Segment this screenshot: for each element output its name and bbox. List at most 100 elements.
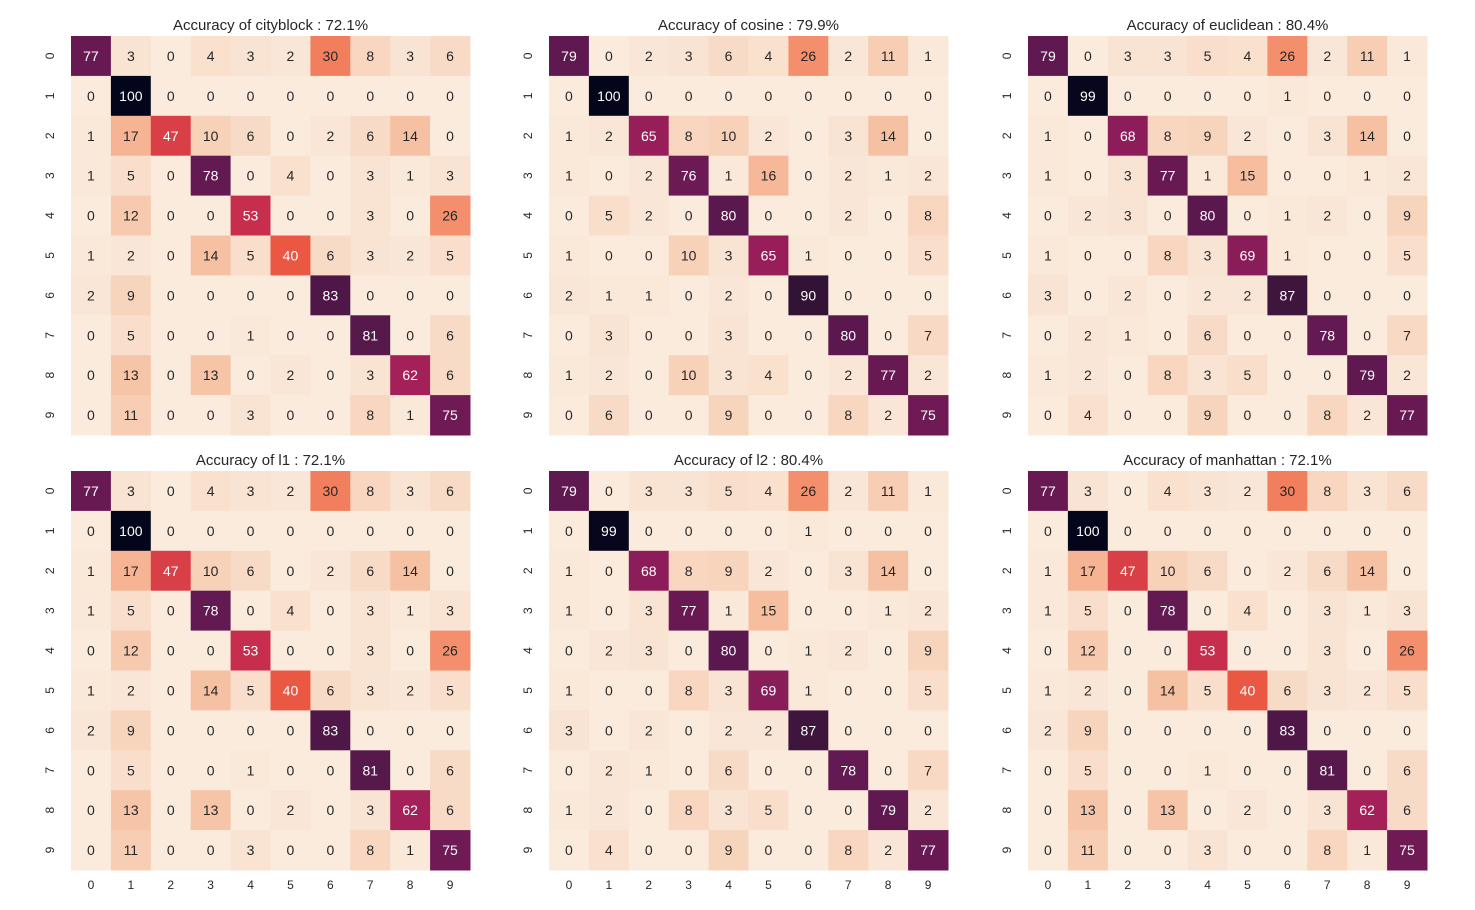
- cell-value-label: 0: [605, 168, 613, 184]
- heatmap-cell: [868, 395, 909, 436]
- cell-value-label: 1: [1204, 762, 1212, 778]
- cell-value-label: 0: [167, 287, 175, 303]
- heatmap-cell: [390, 115, 431, 157]
- cell-value-label: 3: [1204, 367, 1212, 383]
- cell-value-label: 40: [283, 247, 299, 263]
- heatmap-cell: [350, 550, 391, 592]
- cell-value-label: 1: [565, 128, 573, 144]
- heatmap-cell: [788, 750, 829, 791]
- cell-value-label: 26: [801, 483, 817, 499]
- cell-value-label: 78: [203, 603, 219, 619]
- heatmap-cell: [868, 670, 909, 711]
- y-tick-label: 3: [1000, 607, 1014, 614]
- cell-value-label: 5: [1244, 367, 1252, 383]
- heatmap-cell: [430, 36, 471, 77]
- heatmap-cell: [828, 510, 869, 552]
- heatmap-cell: [1028, 315, 1069, 356]
- cell-value-label: 0: [645, 367, 653, 383]
- cell-value-label: 6: [1403, 762, 1411, 778]
- cell-value-label: 4: [1244, 603, 1252, 619]
- cell-value-label: 2: [844, 367, 852, 383]
- cell-value-label: 0: [844, 802, 852, 818]
- cell-value-label: 1: [565, 563, 573, 579]
- cell-value-label: 0: [1084, 168, 1092, 184]
- heatmap-cell: [1107, 315, 1149, 356]
- heatmap-cell: [1307, 395, 1348, 436]
- heatmap-cell: [868, 590, 909, 632]
- heatmap-cell: [1347, 710, 1388, 751]
- cell-value-label: 3: [844, 128, 852, 144]
- x-tick-label: 7: [1324, 878, 1331, 892]
- heatmap-panel-1: Accuracy of cosine : 79.9%79 0 2 3 6 4 26 2 11 10…: [521, 17, 949, 436]
- cell-value-label: 17: [123, 563, 139, 579]
- heatmap-cell: [150, 315, 192, 356]
- cell-value-label: 0: [1124, 722, 1132, 738]
- cell-value-label: 4: [207, 483, 215, 499]
- heatmap-cell: [350, 710, 391, 751]
- cell-value-label: 81: [1319, 762, 1335, 778]
- heatmap-cell: [350, 590, 391, 632]
- cell-value-label: 0: [605, 682, 613, 698]
- heatmap-cell: [350, 630, 391, 671]
- cell-value-label: 81: [362, 327, 378, 343]
- heatmap-cell: [310, 355, 351, 396]
- heatmap-cell: [1267, 235, 1308, 276]
- heatmap-cell: [310, 155, 351, 197]
- x-tick-label: 3: [1164, 878, 1171, 892]
- cell-value-label: 77: [920, 842, 936, 858]
- cell-value-label: 0: [884, 722, 892, 738]
- heatmap-cell: [788, 670, 829, 711]
- cell-value-label: 47: [163, 563, 179, 579]
- cell-value-label: 2: [645, 208, 653, 224]
- cell-value-label: 0: [1124, 407, 1132, 423]
- y-tick-label: 3: [43, 172, 57, 179]
- heatmap-cell: [588, 355, 630, 396]
- heatmap-cell: [1187, 830, 1228, 871]
- heatmap-cell: [430, 355, 471, 396]
- heatmap-cell: [1028, 830, 1069, 871]
- cell-value-label: 0: [1044, 407, 1052, 423]
- cell-value-label: 2: [326, 563, 334, 579]
- cell-value-label: 0: [685, 842, 693, 858]
- heatmap-cell: [1067, 510, 1109, 552]
- cell-value-label: 2: [1363, 407, 1371, 423]
- heatmap-cell: [828, 670, 869, 711]
- cell-value-label: 2: [1204, 287, 1212, 303]
- cell-value-label: 1: [87, 168, 95, 184]
- cell-value-label: 0: [167, 523, 175, 539]
- cell-value-label: 2: [406, 247, 414, 263]
- cell-value-label: 75: [920, 407, 936, 423]
- x-tick-label: 5: [765, 878, 772, 892]
- heatmap-cell: [788, 275, 829, 316]
- cell-value-label: 0: [804, 603, 812, 619]
- cell-value-label: 5: [127, 603, 135, 619]
- heatmap-cell: [868, 510, 909, 552]
- cell-value-label: 0: [247, 168, 255, 184]
- heatmap-cell: [110, 355, 152, 396]
- cell-value-label: 2: [884, 407, 892, 423]
- heatmap-cell: [1307, 750, 1348, 791]
- heatmap-cell: [628, 710, 670, 751]
- cell-value-label: 0: [844, 603, 852, 619]
- cell-value-label: 0: [685, 762, 693, 778]
- heatmap-cell: [190, 315, 232, 356]
- cell-value-label: 26: [1280, 48, 1296, 64]
- heatmap-cell: [1147, 36, 1189, 77]
- heatmap-cell: [908, 395, 949, 436]
- heatmap-cell: [908, 155, 949, 197]
- cell-value-label: 1: [1044, 682, 1052, 698]
- cell-value-label: 3: [725, 327, 733, 343]
- heatmap-cell: [748, 155, 789, 197]
- heatmap-cell: [1227, 36, 1268, 77]
- heatmap-cell: [390, 550, 431, 592]
- cell-value-label: 2: [645, 48, 653, 64]
- cell-value-label: 14: [1359, 563, 1375, 579]
- cell-value-label: 0: [247, 603, 255, 619]
- heatmap-cell: [1227, 590, 1268, 632]
- heatmap-cell: [350, 36, 391, 77]
- cell-value-label: 0: [1044, 523, 1052, 539]
- cell-value-label: 3: [565, 722, 573, 738]
- cell-value-label: 0: [565, 88, 573, 104]
- cell-value-label: 10: [681, 367, 697, 383]
- cell-value-label: 1: [565, 247, 573, 263]
